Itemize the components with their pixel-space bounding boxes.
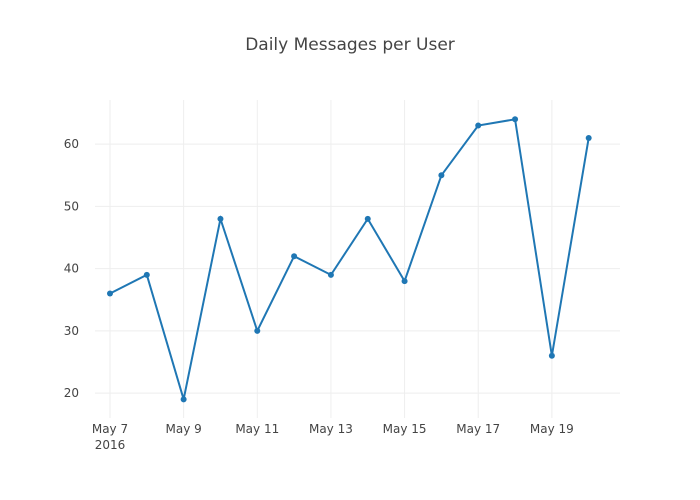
chart-title: Daily Messages per User <box>245 35 455 55</box>
x-tick-label: May 9 <box>166 422 202 436</box>
x-tick-label: May 11 <box>235 422 279 436</box>
x-tick-label: May 19 <box>530 422 574 436</box>
point <box>180 396 187 403</box>
point <box>106 290 113 297</box>
point <box>475 122 482 129</box>
point <box>327 271 334 278</box>
point <box>254 327 261 334</box>
point <box>364 215 371 222</box>
point <box>512 116 519 123</box>
point <box>217 215 224 222</box>
line <box>109 118 590 400</box>
y-tick-label: 40 <box>64 262 79 276</box>
y-tick-label: 30 <box>64 324 79 338</box>
y-tick-label: 60 <box>64 137 79 151</box>
point <box>548 352 555 359</box>
point <box>438 172 445 179</box>
x-tick-label: May 13 <box>309 422 353 436</box>
y-tick-label: 20 <box>64 386 79 400</box>
x-tick-label: May 15 <box>383 422 427 436</box>
point <box>143 271 150 278</box>
point <box>401 278 408 285</box>
point <box>585 134 592 141</box>
y-tick-label: 50 <box>64 199 79 213</box>
point <box>291 253 298 260</box>
x-tick-label: May 17 <box>456 422 500 436</box>
x-tick-label: May 7 2016 <box>92 422 128 452</box>
